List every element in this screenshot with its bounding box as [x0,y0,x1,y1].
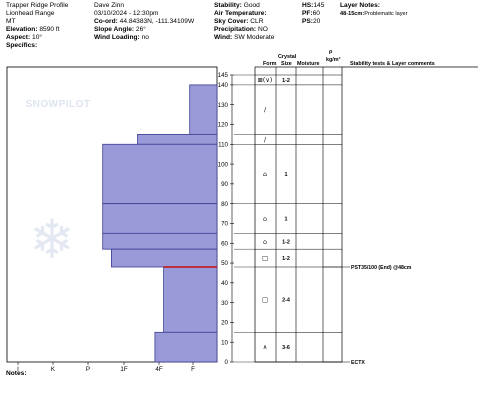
hardness-bars [102,84,218,363]
hardness-bar [111,248,218,268]
stability: Stability: Good [214,2,260,9]
crystal-header: Crystal [278,54,297,60]
slope-angle: Slope Angle: 26° [94,26,146,34]
layer-grain-form: ⌂ [263,238,267,245]
specifics: Specifics: [6,42,38,50]
hardness-bar [137,133,218,145]
layer-grain-size: 1-2 [282,256,290,262]
height-tick-label: 60 [221,240,228,247]
moisture-header: Moisture [297,61,320,67]
snowflake-icon: ❄ [29,208,74,271]
range-name: Lionhead Range [6,10,55,18]
pf: PF:60 [302,10,320,18]
layer-grain-form: □ [262,297,268,304]
hardness-axis: I K P 1F 4F F [17,362,195,373]
hardness-bar [102,232,218,250]
hardness-bar [189,84,218,135]
header-site-info: Trapper Ridge Profile Lionhead Range MT … [6,2,68,51]
sky-cover: Sky Cover: CLR [214,18,264,26]
wind: Wind: SW Moderate [214,34,275,42]
layer-grain-size: 2-4 [282,298,290,304]
height-tick-label: 30 [221,300,228,307]
watermark-text: SNOWPILOT [25,99,90,110]
hardness-tick-label: I [17,366,19,373]
stability-tests: PST35/100 (End) @48cm ECTX [323,265,412,366]
layer-note: 48-15cm:Problematic layer [340,11,408,18]
layer-grain-form: ⊠(∨) [258,77,273,84]
hardness-tick-label: 1F [120,366,127,373]
height-tick-label: 70 [221,221,228,228]
observation-datetime: 03/10/2024 - 12:30pm [94,10,159,18]
hardness-tick-label: K [51,366,56,373]
hardness-bar [163,266,218,333]
height-tick-label: 20 [221,320,228,327]
height-tick-label: 10 [221,339,228,346]
stability-test-result: PST35/100 (End) @48cm [351,265,412,271]
coordinates: Co-ord: 44.84383N, -111.34109W [94,18,195,26]
layer-grain-form: ⌂ [263,171,267,178]
hs: HS:145 [302,2,325,9]
wind-loading: Wind Loading: no [94,34,149,42]
header-conditions: Stability: Good Air Temperature: Sky Cov… [214,2,274,42]
height-tick-label: 120 [218,122,229,129]
layer-table-frame [254,66,343,363]
layer-grain-size: 1-2 [282,78,290,84]
layer-grain-form: / [264,136,267,143]
snowpilot-watermark: SNOWPILOT ❄ [25,99,90,271]
stability-header: Stability tests & Layer comments [350,61,435,67]
form-header: Form [263,61,277,67]
layer-grain-size: 3-6 [282,345,290,351]
hardness-tick-label: P [86,366,90,373]
layer-grain-size: 1 [285,172,288,178]
height-tick-label: 140 [218,82,229,89]
layer-notes-label: Layer Notes: [340,2,380,9]
precipitation: Precipitation: NO [214,26,268,34]
height-tick-label: 50 [221,260,228,267]
state-name: MT [6,18,16,26]
height-tick-label: 110 [218,141,228,148]
site-name: Trapper Ridge Profile [6,2,69,9]
hardness-bar [102,143,218,205]
air-temperature: Air Temperature: [214,10,267,18]
height-tick-label: 40 [221,280,228,287]
layer-grain-form: □ [262,255,268,262]
ps: PS:20 [302,18,321,26]
height-tick-label: 100 [218,161,229,168]
elevation: Elevation: 8590 ft [6,26,60,34]
aspect: Aspect: 10° [6,34,43,42]
hardness-tick-label: F [191,366,195,373]
rho-header: ρ [329,49,333,55]
hardness-bar [102,203,218,234]
header-snow-depth: HS:145 PF:60 PS:20 [302,2,324,26]
size-header: Size [281,61,292,67]
layer-table: ⊠(∨) 1-2 / / ⌂ 1 ⌂ 1 ⌂ 1-2 □ 1-2 □ 2-4 ∧ 3-6 [234,66,478,363]
header-layer-notes: Layer Notes: 48-15cm:Problematic layer [340,2,407,18]
layer-grain-size: 1-2 [282,239,290,245]
height-tick-label: 130 [218,102,229,109]
header-observation-info: Dave Zinn 03/10/2024 - 12:30pm Co-ord: 4… [94,2,194,42]
layer-grain-form: ∧ [263,344,268,351]
observer-name: Dave Zinn [94,2,125,9]
height-tick-label: 80 [221,201,228,208]
layer-grain-form: ⌂ [263,216,267,223]
stability-test-result: ECTX [351,360,365,366]
density-unit-header: kg/m³ [326,57,341,63]
height-tick-label: 90 [221,181,228,188]
layer-grain-size: 1 [285,217,288,223]
height-tick-label: 145 [218,72,229,79]
height-tick-label: 0 [225,359,229,366]
hardness-tick-label: 4F [155,366,162,373]
layer-grain-form: / [264,107,267,114]
notes-label: Notes: [6,370,27,377]
hardness-bar [154,331,218,363]
